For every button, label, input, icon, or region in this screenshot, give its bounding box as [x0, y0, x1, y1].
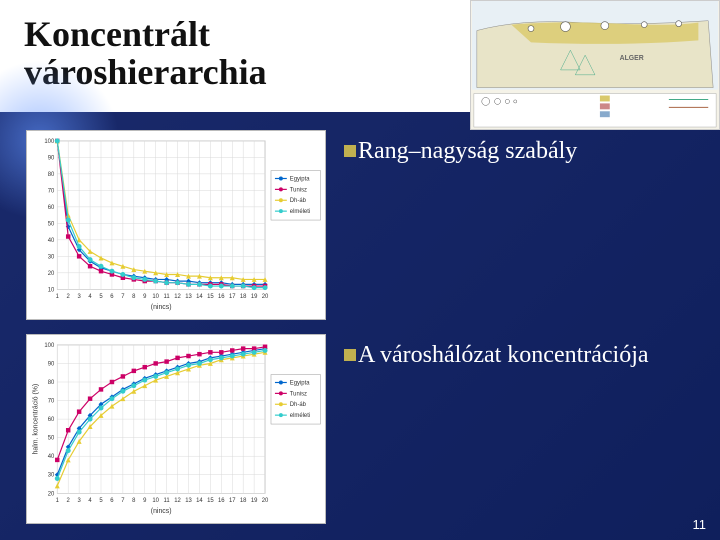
svg-text:30: 30 [48, 254, 55, 260]
svg-text:17: 17 [229, 294, 236, 300]
svg-text:6: 6 [110, 294, 114, 300]
svg-text:5: 5 [99, 294, 103, 300]
svg-text:12: 12 [174, 498, 181, 504]
svg-text:1: 1 [56, 498, 59, 504]
svg-text:80: 80 [48, 171, 55, 177]
svg-text:10: 10 [152, 498, 159, 504]
chart-concentration: 2030405060708090100123456789101112131415… [26, 334, 326, 524]
svg-text:halm. koncentráció (%): halm. koncentráció (%) [32, 383, 39, 454]
svg-text:18: 18 [240, 498, 247, 504]
svg-text:100: 100 [44, 342, 55, 348]
svg-text:(nincs): (nincs) [151, 304, 172, 311]
svg-text:Egyipta: Egyipta [290, 380, 310, 386]
svg-text:19: 19 [251, 294, 258, 300]
svg-text:70: 70 [48, 188, 55, 194]
svg-text:60: 60 [48, 204, 55, 210]
svg-text:13: 13 [185, 294, 192, 300]
svg-text:100: 100 [44, 138, 55, 144]
svg-text:(nincs): (nincs) [151, 508, 172, 515]
svg-text:11: 11 [164, 498, 170, 504]
svg-text:10: 10 [152, 294, 159, 300]
svg-text:9: 9 [143, 498, 147, 504]
svg-text:20: 20 [262, 294, 269, 300]
svg-text:60: 60 [48, 417, 55, 423]
svg-text:8: 8 [132, 294, 136, 300]
svg-text:9: 9 [143, 294, 147, 300]
svg-text:7: 7 [121, 294, 124, 300]
svg-text:50: 50 [48, 221, 55, 227]
svg-text:70: 70 [48, 398, 55, 404]
title-area: Koncentrált városhierarchia [0, 0, 470, 112]
svg-text:19: 19 [251, 498, 258, 504]
svg-text:90: 90 [48, 361, 55, 367]
svg-text:12: 12 [174, 294, 181, 300]
svg-text:15: 15 [207, 498, 214, 504]
bullet-1: Rang–nagyság szabály [340, 130, 694, 320]
svg-text:20: 20 [48, 270, 55, 276]
svg-text:Tunisz: Tunisz [290, 187, 307, 193]
svg-text:50: 50 [48, 435, 55, 441]
svg-text:40: 40 [48, 454, 55, 460]
svg-text:14: 14 [196, 294, 203, 300]
svg-text:11: 11 [164, 294, 170, 300]
svg-text:elméleti: elméleti [290, 209, 310, 215]
bullet-marker-icon [344, 145, 356, 157]
svg-text:Dh-áb: Dh-áb [290, 198, 307, 204]
svg-text:13: 13 [185, 498, 192, 504]
bullet-marker-icon [344, 349, 356, 361]
svg-text:20: 20 [262, 498, 269, 504]
svg-text:Egyipta: Egyipta [290, 176, 310, 182]
svg-text:90: 90 [48, 155, 55, 161]
svg-text:5: 5 [99, 498, 103, 504]
svg-text:17: 17 [229, 498, 236, 504]
content-grid: 1020304050607080901001234567891011121314… [0, 112, 720, 524]
svg-text:20: 20 [48, 491, 55, 497]
page-number: 11 [693, 517, 707, 532]
slide-title: Koncentrált városhierarchia [24, 16, 446, 92]
svg-text:10: 10 [48, 287, 55, 293]
svg-text:Dh-áb: Dh-áb [290, 402, 307, 408]
svg-text:4: 4 [88, 498, 92, 504]
svg-text:2: 2 [67, 294, 70, 300]
svg-text:1: 1 [56, 294, 59, 300]
svg-text:4: 4 [88, 294, 92, 300]
svg-text:3: 3 [77, 294, 81, 300]
svg-text:40: 40 [48, 237, 55, 243]
svg-text:80: 80 [48, 380, 55, 386]
bullet-2-text: A városhálózat koncentrációja [358, 342, 649, 368]
svg-text:3: 3 [77, 498, 81, 504]
svg-text:16: 16 [218, 498, 225, 504]
svg-text:16: 16 [218, 294, 225, 300]
map-thumbnail: ALGER [470, 0, 720, 130]
bullet-2: A városhálózat koncentrációja [340, 334, 694, 524]
svg-text:18: 18 [240, 294, 247, 300]
svg-text:elméleti: elméleti [290, 413, 310, 419]
svg-text:2: 2 [67, 498, 70, 504]
svg-text:Tunisz: Tunisz [290, 391, 307, 397]
svg-text:8: 8 [132, 498, 136, 504]
chart-rank-size: 1020304050607080901001234567891011121314… [26, 130, 326, 320]
svg-text:6: 6 [110, 498, 114, 504]
map-region-label: ALGER [620, 55, 644, 62]
svg-text:15: 15 [207, 294, 214, 300]
svg-text:30: 30 [48, 472, 55, 478]
svg-text:7: 7 [121, 498, 124, 504]
svg-text:14: 14 [196, 498, 203, 504]
bullet-1-text: Rang–nagyság szabály [358, 138, 577, 164]
